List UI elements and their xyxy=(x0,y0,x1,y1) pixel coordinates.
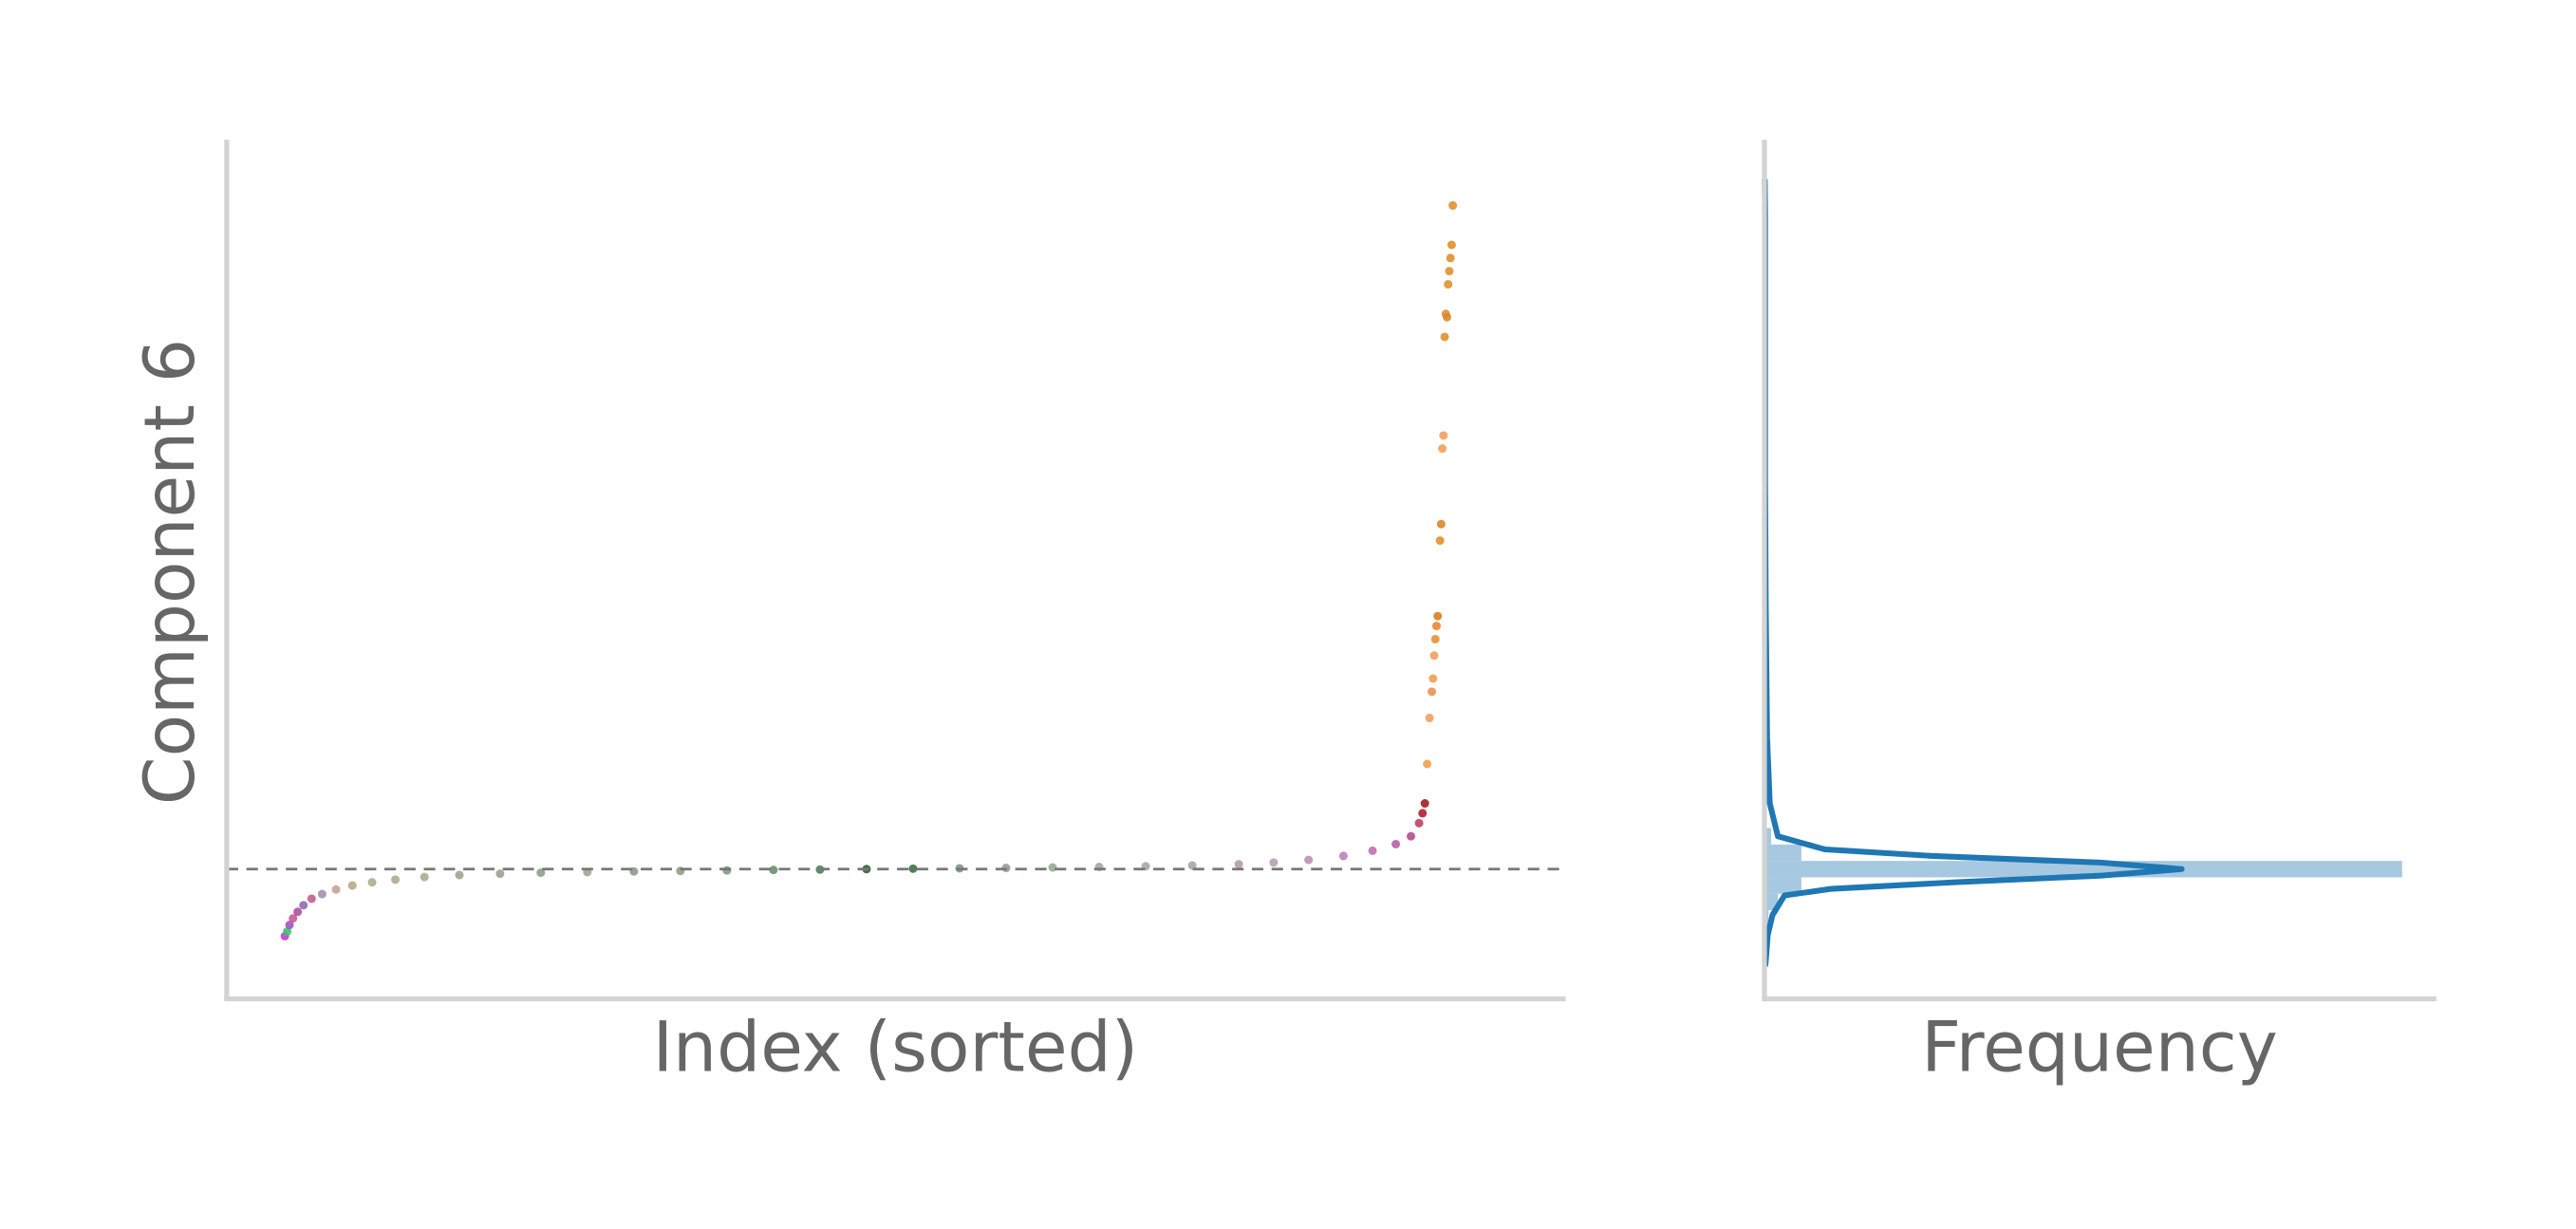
point xyxy=(1430,634,1440,643)
point xyxy=(1448,201,1458,211)
point xyxy=(1428,687,1437,697)
histogram-bar xyxy=(1764,877,1801,894)
point xyxy=(1391,839,1401,848)
point xyxy=(1234,860,1243,869)
point xyxy=(307,894,316,903)
point xyxy=(1435,536,1445,546)
point xyxy=(455,870,464,880)
x-axis-label: Index (sorted) xyxy=(653,1009,1139,1089)
point xyxy=(1431,622,1441,631)
kde-line xyxy=(1762,178,2185,967)
point xyxy=(1436,519,1446,529)
point xyxy=(1429,651,1439,661)
point xyxy=(1440,332,1449,342)
point xyxy=(908,864,918,873)
point xyxy=(1407,831,1416,841)
point xyxy=(367,878,377,887)
x-axis-label: Frequency xyxy=(1921,1009,2278,1089)
point xyxy=(495,869,505,879)
point xyxy=(769,866,778,875)
histogram-bar xyxy=(1764,893,1779,911)
point xyxy=(1446,253,1455,263)
point xyxy=(293,907,303,917)
point xyxy=(1048,863,1057,872)
point xyxy=(283,927,292,937)
point xyxy=(1338,851,1348,861)
point xyxy=(1187,861,1197,870)
point xyxy=(1443,312,1452,322)
point xyxy=(1439,431,1448,440)
point xyxy=(1423,759,1432,769)
point xyxy=(1420,799,1429,809)
point xyxy=(1425,714,1434,723)
point xyxy=(1428,674,1438,683)
point xyxy=(536,868,546,878)
point xyxy=(317,889,327,899)
point xyxy=(347,881,357,890)
point xyxy=(391,875,401,885)
point xyxy=(1414,818,1424,828)
point xyxy=(1447,240,1456,250)
point xyxy=(1304,855,1314,865)
histogram-bar xyxy=(1764,861,2402,878)
point xyxy=(331,885,341,894)
point xyxy=(285,921,294,930)
histogram-bar xyxy=(1764,844,1801,862)
y-axis-label: Component 6 xyxy=(131,339,211,805)
histogram-bar xyxy=(1764,828,1772,845)
point xyxy=(1438,444,1447,454)
point xyxy=(1269,858,1279,867)
point xyxy=(289,914,298,923)
point xyxy=(420,872,429,882)
point xyxy=(722,866,732,875)
point xyxy=(1433,611,1443,621)
point xyxy=(299,901,308,910)
point xyxy=(1444,280,1453,289)
point xyxy=(1445,267,1454,276)
point xyxy=(1368,846,1377,855)
point xyxy=(1418,809,1428,818)
